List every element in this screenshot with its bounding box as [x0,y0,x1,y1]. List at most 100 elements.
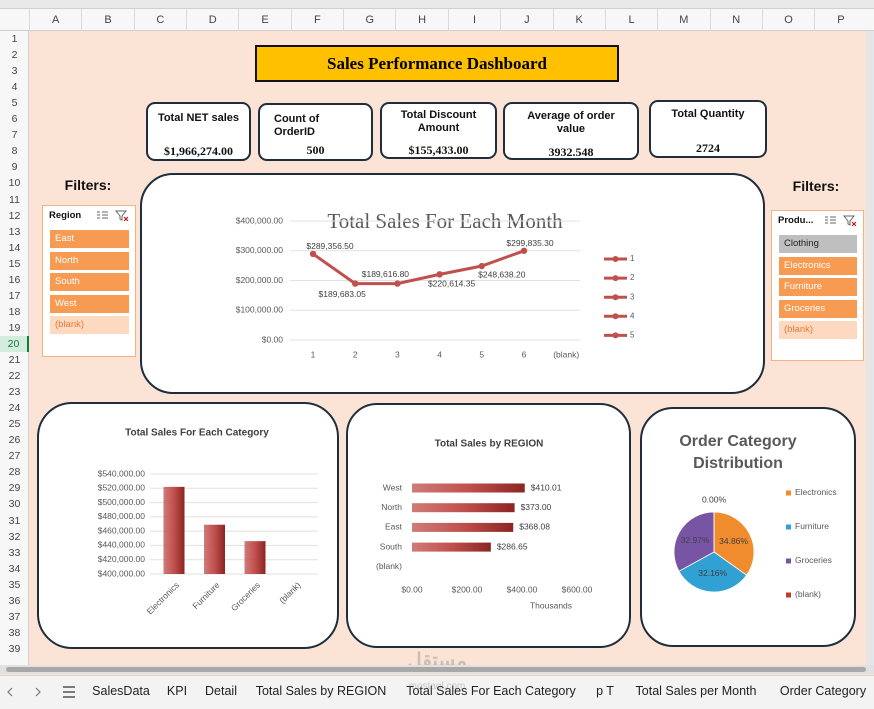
chart-frame [140,173,765,394]
row-header: 32 [8,530,21,543]
row-header: 38 [8,626,21,639]
y-tick-label: West [383,482,403,492]
sheet-tab[interactable]: Total Sales For Each Category [406,684,576,698]
line-series [312,249,525,286]
slicer: Produ... Clothing Electronics Furniture Groc… [771,210,864,361]
legend-swatch [786,524,791,530]
column-header: N [709,9,762,31]
top-strip [0,0,874,9]
slicer-icons[interactable] [823,214,857,226]
x-axis-title: Thousands [530,600,572,610]
kpi-value: 2724 [696,141,720,155]
slicer-item[interactable]: Electronics [779,256,857,275]
sheet-tab[interactable]: SalesData [92,684,150,698]
sheet-tab-bar: SalesData KPI Detail Total Sales by REGION T… [0,675,874,709]
legend-marker [612,256,619,262]
line-marker [394,280,401,287]
slicer-item[interactable]: Furniture [779,278,857,296]
kpi-label: Count of OrderID [274,113,320,138]
row-header: 39 [8,642,21,655]
kpi-value: 500 [306,143,325,157]
y-tick-label: $460,000.00 [98,525,146,535]
row-header: 14 [8,241,21,254]
bar [204,524,225,574]
kpi-card: Total Discount Amount $155,433.00 [380,102,497,159]
column-header: G [343,9,395,31]
legend-marker [612,275,619,282]
column-header: P [814,9,866,31]
chart-title: Order Category Distribution [679,433,797,472]
sheet-tab[interactable]: Detail [205,684,237,698]
legend-label: 4 [630,311,635,320]
row-header: 31 [8,514,21,527]
line-marker [352,280,359,287]
y-tick-label: $300,000.00 [236,245,284,255]
slicer-item[interactable]: (blank) [50,316,129,334]
legend-label: Groceries [795,555,832,565]
legend-marker [612,332,619,339]
slicer-title: Produ... [778,215,814,226]
scroll-thumb[interactable] [6,667,866,672]
kpi-card: Total NET sales $1,966,274.00 [146,102,251,161]
slicer-icons[interactable] [95,209,129,221]
column-header: M [657,9,709,31]
chart-frame [37,402,339,649]
data-label: $368.08 [519,522,550,532]
x-tick-label: $0.00 [401,584,423,594]
data-label: $248,638.20 [478,269,526,279]
legend-marker [612,313,619,320]
x-tick-label: 1 [311,349,316,359]
column-header: O [761,9,814,31]
sheet-tab[interactable]: Order Category [779,684,867,698]
row-header: 22 [8,370,21,383]
legend-label: 5 [630,331,635,340]
row-header: 2 [11,49,18,62]
sheet-tab[interactable]: Total Sales per Month [635,684,757,698]
slicer-item[interactable]: Groceries [779,299,857,318]
row-header: 30 [8,498,21,511]
y-tick-label: $500,000.00 [98,497,146,507]
y-tick-label: $400,000.00 [98,568,146,578]
line-marker [309,250,317,258]
tab-navigation[interactable] [2,682,82,702]
slicer-item[interactable]: Clothing [779,235,857,253]
slicer-item[interactable]: South [50,273,129,291]
y-tick-label: $100,000.00 [236,305,284,315]
legend-swatch [786,558,791,564]
y-tick-label: North [381,502,402,512]
data-label: $286.65 [497,541,528,551]
line-marker [478,262,485,270]
slicer-item[interactable]: (blank) [779,321,857,339]
slicer-item[interactable]: North [50,251,129,270]
legend-swatch [786,592,791,598]
dashboard-title: Sales Performance Dashboard [255,45,619,82]
data-label: $289,356.50 [306,241,354,251]
sheet-tab[interactable]: KPI [166,684,188,698]
column-header: E [238,9,290,31]
row-header: 19 [8,321,21,334]
legend-marker [612,294,619,301]
sheet-tab[interactable]: Total Sales by REGION [255,684,387,698]
y-tick-label: $0.00 [262,334,284,344]
column-header: I [447,9,500,31]
row-header: 36 [8,594,21,607]
row-header: 21 [8,354,21,366]
x-tick-label: 2 [353,349,358,359]
legend-label: 1 [630,254,635,263]
column-header: J [500,9,552,31]
sheet-tab[interactable]: p T [596,684,614,698]
slicer-item[interactable]: West [50,294,129,313]
slicer-item[interactable]: East [50,230,129,248]
line-marker [520,247,528,254]
row-header: 7 [11,129,18,142]
pie-slice [673,511,715,572]
row-header: 33 [8,546,21,559]
legend-label: Electronics [795,487,837,497]
y-tick-label: $540,000.00 [98,468,146,478]
x-tick-label: 3 [395,349,400,359]
bar [412,522,514,532]
data-label: $299,835.30 [506,238,554,248]
filters-label: Filters: [792,178,840,194]
row-header: 15 [8,257,21,270]
